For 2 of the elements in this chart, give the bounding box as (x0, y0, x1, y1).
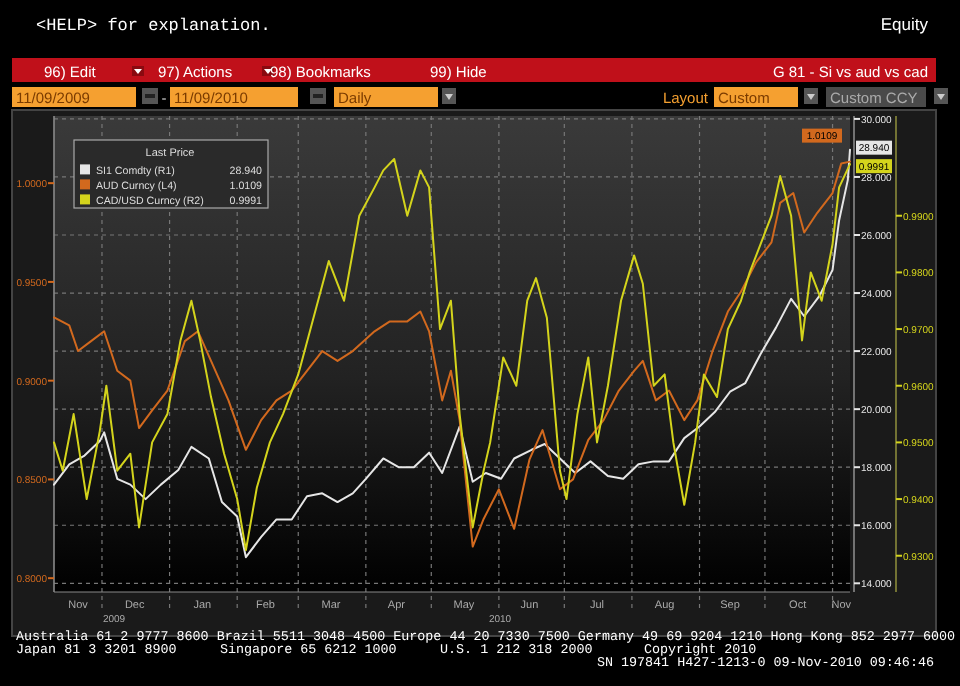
text: <HELP> for explanation. (36, 16, 271, 36)
text: Equity (880, 14, 930, 34)
